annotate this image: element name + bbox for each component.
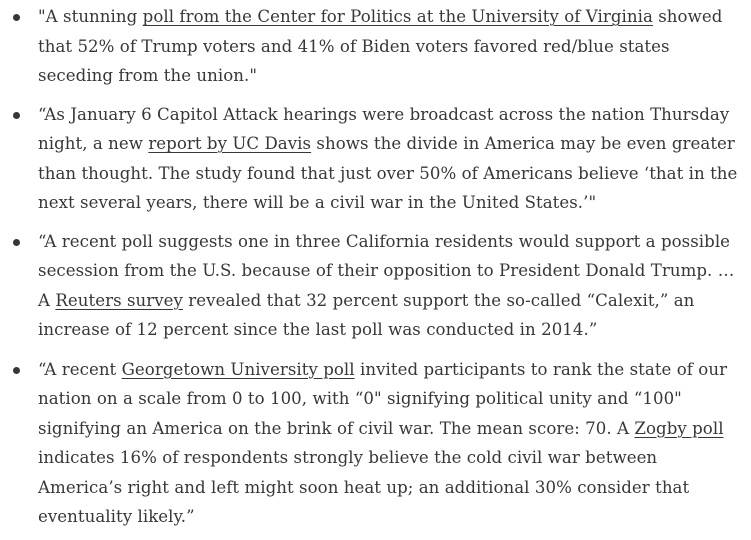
bullet-icon bbox=[13, 14, 20, 21]
list-item: “A recent Georgetown University poll inv… bbox=[0, 355, 751, 532]
bullet-icon bbox=[13, 366, 20, 374]
link-zogby-poll[interactable]: Zogby poll bbox=[634, 418, 724, 438]
list-item: “A recent poll suggests one in three Cal… bbox=[0, 227, 751, 345]
link-uc-davis-report[interactable]: report by UC Davis bbox=[148, 134, 312, 153]
quote-text: “As January 6 Capitol Attack hearings we… bbox=[38, 104, 730, 154]
link-georgetown-poll[interactable]: Georgetown University poll bbox=[121, 359, 355, 379]
quote-text: revealed that 32 percent support the so-… bbox=[38, 290, 695, 340]
bullet-icon bbox=[13, 111, 20, 119]
quote-text: “A recent poll suggests one in three Cal… bbox=[38, 231, 735, 310]
link-reuters-survey[interactable]: Reuters survey bbox=[55, 290, 183, 310]
quote-text: invited participants to rank the state o… bbox=[38, 359, 728, 438]
quote-text: shows the divide in America may be even … bbox=[38, 134, 738, 212]
quote-text: “A recent bbox=[38, 359, 122, 379]
bullet-icon bbox=[13, 238, 20, 246]
quote-text: indicates 16% of respondents strongly be… bbox=[38, 448, 690, 526]
list-item: “As January 6 Capitol Attack hearings we… bbox=[0, 100, 751, 218]
link-center-for-politics-poll[interactable]: poll from the Center for Politics at the… bbox=[142, 7, 653, 26]
quote-text: "A stunning bbox=[38, 7, 143, 26]
quote-text: showed that 52% of Trump voters and 41% … bbox=[38, 7, 723, 85]
list-item: "A stunning poll from the Center for Pol… bbox=[0, 2, 751, 91]
